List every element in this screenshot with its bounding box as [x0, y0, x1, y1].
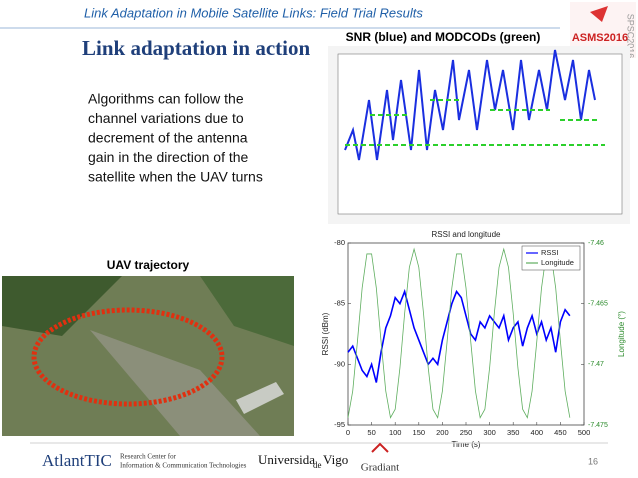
series-line [347, 247, 571, 419]
rssi-chart: RSSI and longitude Time (s) RSSI (dBm) Long… [321, 230, 626, 449]
aerial-image [2, 276, 294, 436]
x-tick-label: 400 [531, 428, 544, 437]
y-tick-label: -85 [334, 299, 345, 308]
university: Vigo [323, 452, 348, 467]
legend-box [521, 245, 581, 271]
x-axis-label: Time (s) [451, 440, 480, 449]
runway [236, 382, 284, 414]
logo-text: ASMS2016 [572, 32, 628, 44]
snr-plot-image [328, 46, 630, 224]
y-tick-label: -80 [334, 238, 345, 247]
snr-decor [344, 49, 596, 161]
university: Universida [258, 452, 315, 467]
x-tick-label: 0 [346, 428, 350, 437]
y-tick-label: -95 [334, 420, 345, 429]
org-line: Information & Communication Technologies [120, 462, 247, 470]
body-line: satellite when the UAV turns [88, 169, 263, 185]
trajectory [31, 307, 225, 407]
forest [200, 276, 294, 346]
snr-axes [337, 53, 623, 215]
logo-side-text: SPSC2016 [626, 14, 636, 59]
x-tick-label: 200 [436, 428, 449, 437]
x-tick-label: 150 [413, 428, 426, 437]
x-tick-label: 300 [483, 428, 496, 437]
slide-header: Link Adaptation in Mobile Satellite Link… [84, 5, 423, 20]
university: de [313, 460, 322, 470]
x-tick-label: 100 [389, 428, 402, 437]
company-mark [371, 442, 389, 453]
snr-label: SNR (blue) and MODCODs (green) [346, 30, 541, 44]
body-text: Algorithms can follow the channel variati… [88, 91, 263, 185]
org-logo: AtlantTIC [42, 451, 112, 470]
x-tick-label: 450 [554, 428, 567, 437]
x-tick-label: 50 [367, 428, 375, 437]
logo-shape [590, 6, 608, 22]
y2-tick-label: -7.46 [588, 240, 604, 247]
series-line [347, 288, 571, 383]
body-line: decrement of the antenna [88, 130, 248, 146]
legend-label: RSSI [541, 248, 559, 257]
company: Gradiant [361, 462, 399, 474]
slide-heading: Link adaptation in action [82, 36, 310, 60]
y2-tick-label: -7.465 [588, 301, 608, 308]
y2-axis-label: Longitude (°) [617, 311, 626, 357]
page-number: 16 [588, 456, 598, 466]
y2-tick-label: -7.47 [588, 361, 604, 368]
legend-label: Longitude [541, 258, 574, 267]
y-tick-label: -90 [334, 359, 345, 368]
body-line: gain in the direction of the [88, 149, 249, 165]
x-tick-label: 350 [507, 428, 520, 437]
x-tick-label: 500 [578, 428, 591, 437]
uav-label: UAV trajectory [107, 258, 190, 272]
forest [2, 276, 122, 336]
x-tick-label: 250 [460, 428, 473, 437]
y2-tick-label: -7.475 [588, 422, 608, 429]
org-line: Research Center for [120, 453, 177, 461]
field [90, 330, 260, 436]
chart-title: RSSI and longitude [432, 230, 501, 239]
modcod-decor [345, 99, 605, 146]
body-line: Algorithms can follow the [88, 91, 244, 107]
y-axis-label: RSSI (dBm) [321, 312, 330, 355]
body-line: channel variations due to [88, 110, 244, 126]
